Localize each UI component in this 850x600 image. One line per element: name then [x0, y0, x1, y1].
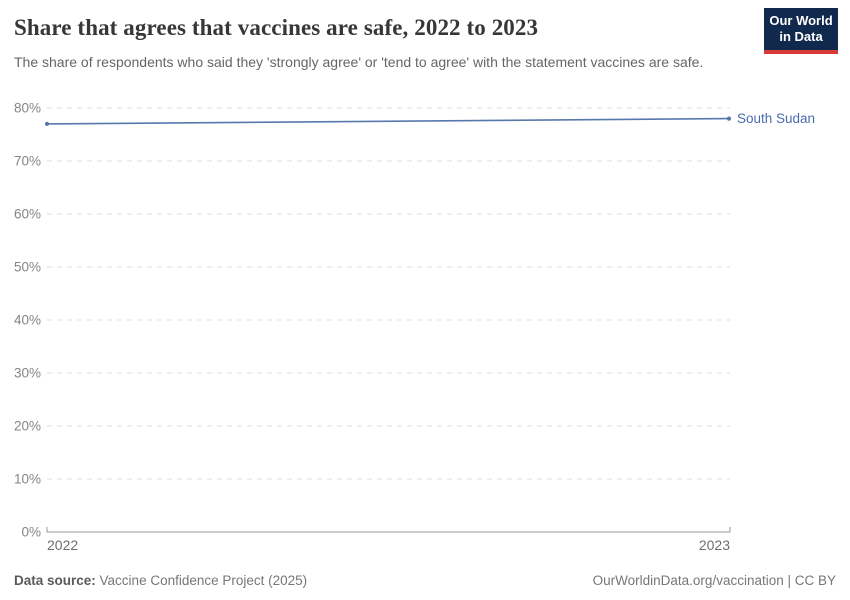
line-chart: 0% 10% 20% 30% 40% 50% 60% 70% 80% 2022 2023 South … — [0, 95, 850, 560]
y-tick-label: 0% — [21, 525, 41, 540]
data-source: Data source: Vaccine Confidence Project … — [14, 573, 307, 588]
y-tick-label: 10% — [14, 472, 41, 487]
y-tick-label: 40% — [14, 313, 41, 328]
chart-footer: Data source: Vaccine Confidence Project … — [14, 573, 836, 588]
data-source-value: Vaccine Confidence Project (2025) — [99, 573, 308, 588]
owid-logo-line2: in Data — [779, 29, 823, 45]
y-tick-label: 20% — [14, 419, 41, 434]
owid-logo-line1: Our World — [769, 13, 833, 28]
series-label[interactable]: South Sudan — [737, 111, 815, 126]
chart-subtitle: The share of respondents who said they '… — [14, 54, 704, 70]
data-point — [726, 116, 732, 121]
data-point — [44, 121, 50, 126]
chart-canvas: 0% 10% 20% 30% 40% 50% 60% 70% 80% 2022 2023 South … — [14, 101, 815, 554]
y-tick-label: 50% — [14, 260, 41, 275]
attribution-link[interactable]: OurWorldinData.org/vaccination | CC BY — [592, 573, 836, 588]
data-line — [46, 117, 730, 125]
x-axis-line — [46, 527, 731, 533]
owid-logo[interactable]: Our World in Data — [764, 8, 838, 54]
y-tick-label: 80% — [14, 101, 41, 116]
y-tick-label: 60% — [14, 207, 41, 222]
chart-title: Share that agrees that vaccines are safe… — [14, 15, 539, 40]
data-source-label: Data source: — [14, 573, 96, 588]
x-tick-label: 2023 — [699, 537, 730, 553]
x-tick-label: 2022 — [47, 537, 78, 553]
y-tick-label: 30% — [14, 366, 41, 381]
y-tick-label: 70% — [14, 154, 41, 169]
